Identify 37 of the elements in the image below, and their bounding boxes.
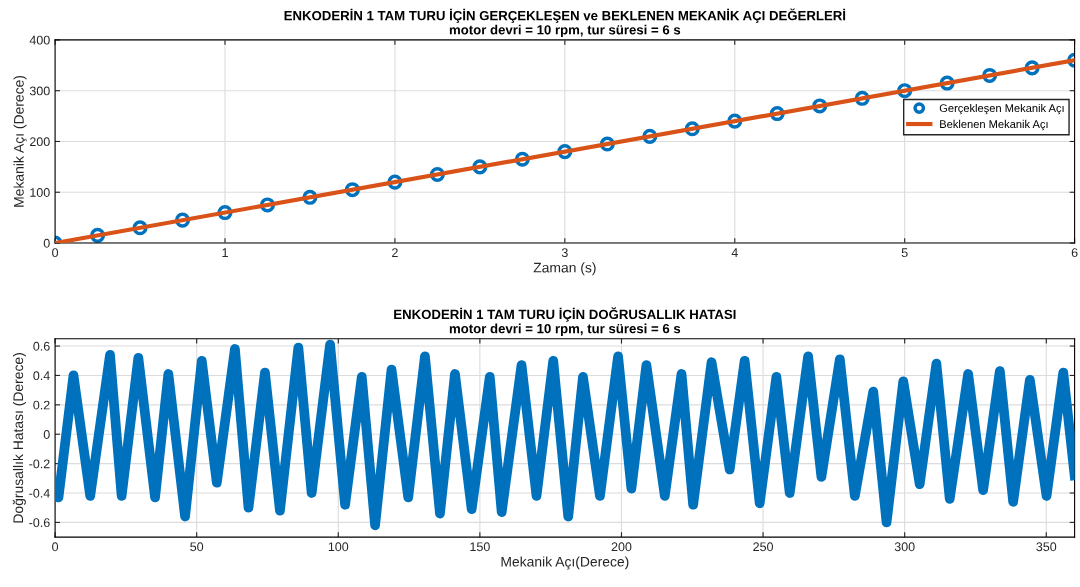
legend-label: Beklenen Mekanik Açı <box>940 119 1048 131</box>
x-axis-title: Zaman (s) <box>533 262 596 276</box>
x-tick-label: 6 <box>1071 248 1078 258</box>
chart-title: ENKODERİN 1 TAM TURU İÇİN GERÇEKLEŞEN ve BEKLENEN MEKANİK AÇI DEĞERLERİ <box>284 8 846 23</box>
y-tick-label: 0.6 <box>33 341 50 351</box>
y-tick-label: 0 <box>43 430 50 439</box>
y-tick-label: 0 <box>43 238 50 248</box>
x-tick-label: 5 <box>901 248 908 258</box>
x-tick-label: 0 <box>52 248 59 258</box>
y-tick-label: -0.4 <box>29 488 50 498</box>
x-tick-label: 350 <box>1036 542 1057 552</box>
y-axis-title: Doğrusallık Hatası (Derece) <box>12 353 26 523</box>
chart-subtitle: motor devri = 10 rpm, tur süresi = 6 s <box>449 323 681 336</box>
x-tick-label: 100 <box>328 542 349 552</box>
chart-title: ENKODERİN 1 TAM TURU İÇİN DOĞRUSALLIK HATASI <box>394 307 736 322</box>
x-tick-label: 2 <box>392 248 398 257</box>
x-tick-label: 50 <box>190 542 204 552</box>
x-tick-label: 150 <box>470 542 490 552</box>
chart-subtitle: motor devri = 10 rpm, tur süresi = 6 s <box>449 24 681 38</box>
x-axis-title: Mekanik Açı(Derece) <box>501 556 629 570</box>
y-axis-title: Mekanik Açı (Derece) <box>13 75 27 207</box>
x-tick-label: 250 <box>753 542 774 552</box>
y-tick-label: 100 <box>30 188 50 197</box>
y-tick-label: 0.4 <box>33 371 50 381</box>
y-tick-label: 0.2 <box>33 400 50 410</box>
x-tick-label: 3 <box>561 248 568 258</box>
y-tick-label: 400 <box>29 35 50 45</box>
x-tick-label: 1 <box>222 248 228 257</box>
x-tick-label: 200 <box>611 542 632 552</box>
legend-label: Gerçekleşen Mekanik Açı <box>939 103 1064 115</box>
x-tick-label: 4 <box>731 248 738 257</box>
x-tick-label: 0 <box>52 542 59 552</box>
y-tick-label: -0.2 <box>29 459 50 469</box>
x-tick-label: 300 <box>894 542 915 552</box>
y-tick-label: 200 <box>29 137 50 147</box>
y-tick-label: -0.6 <box>29 518 50 528</box>
y-tick-label: 300 <box>29 86 50 96</box>
